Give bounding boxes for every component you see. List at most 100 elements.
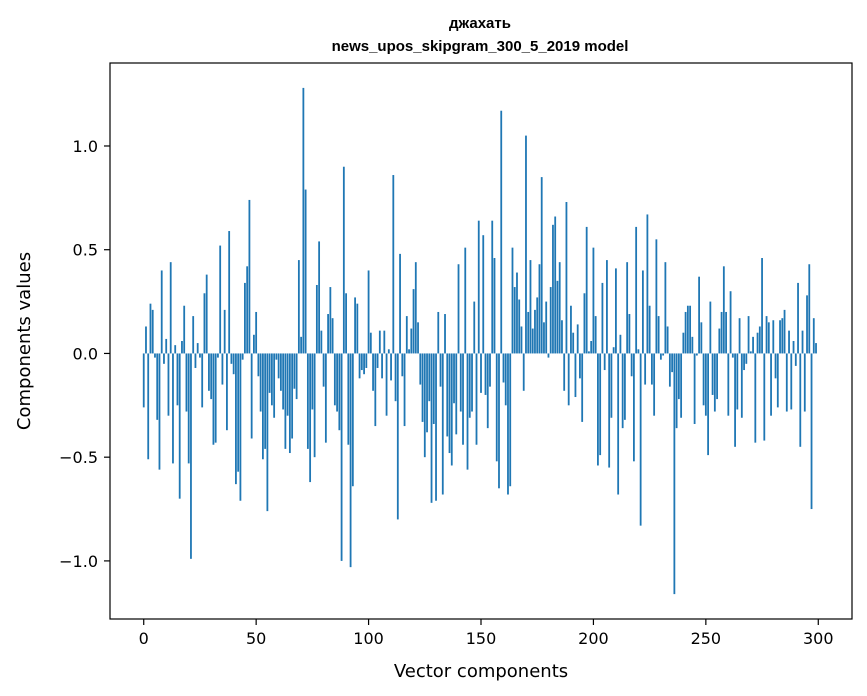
bar-82 bbox=[327, 314, 329, 354]
bar-18 bbox=[183, 305, 186, 354]
bar-9 bbox=[163, 353, 165, 364]
bar-254 bbox=[713, 353, 716, 412]
bar-197 bbox=[585, 226, 588, 354]
bar-263 bbox=[734, 353, 736, 447]
bar-228 bbox=[655, 239, 658, 354]
bar-140 bbox=[457, 264, 460, 354]
bar-1 bbox=[145, 326, 147, 354]
bar-255 bbox=[716, 353, 718, 400]
bar-99 bbox=[365, 353, 368, 368]
bar-179 bbox=[545, 301, 548, 354]
bar-278 bbox=[767, 322, 770, 354]
bar-212 bbox=[619, 334, 622, 354]
bar-250 bbox=[704, 353, 707, 416]
bar-161 bbox=[504, 353, 507, 406]
bar-74 bbox=[309, 353, 312, 483]
bar-232 bbox=[664, 262, 667, 354]
bar-277 bbox=[765, 316, 768, 354]
bar-124 bbox=[421, 353, 424, 422]
bar-241 bbox=[684, 311, 687, 354]
bar-81 bbox=[324, 353, 327, 443]
x-tick-label: 250 bbox=[691, 629, 722, 648]
bar-240 bbox=[682, 332, 685, 354]
x-tick-label: 50 bbox=[246, 629, 266, 648]
bar-224 bbox=[646, 214, 649, 354]
bar-273 bbox=[756, 332, 759, 354]
bar-121 bbox=[414, 262, 417, 354]
bar-153 bbox=[486, 353, 489, 429]
bar-31 bbox=[212, 353, 215, 445]
bar-288 bbox=[790, 353, 793, 410]
bar-33 bbox=[217, 353, 219, 358]
bar-102 bbox=[372, 353, 374, 391]
bar-72 bbox=[304, 189, 307, 354]
bar-244 bbox=[691, 336, 694, 354]
bar-27 bbox=[203, 293, 206, 354]
bar-57 bbox=[270, 353, 273, 406]
bar-59 bbox=[275, 353, 278, 360]
bar-180 bbox=[547, 353, 550, 358]
bar-227 bbox=[653, 353, 656, 416]
bar-176 bbox=[538, 264, 541, 354]
bar-205 bbox=[603, 353, 606, 371]
bar-112 bbox=[394, 353, 397, 402]
x-tick-label: 0 bbox=[139, 629, 149, 648]
bar-91 bbox=[347, 353, 350, 445]
bar-200 bbox=[592, 247, 595, 354]
bar-192 bbox=[574, 353, 577, 398]
bar-103 bbox=[374, 353, 377, 427]
bar-65 bbox=[288, 353, 291, 454]
y-tick-label: 1.0 bbox=[73, 137, 98, 156]
bar-130 bbox=[435, 353, 437, 501]
bar-141 bbox=[459, 353, 462, 412]
bar-50 bbox=[255, 311, 258, 354]
bar-262 bbox=[731, 353, 734, 358]
bar-44 bbox=[241, 353, 244, 360]
bar-11 bbox=[167, 353, 170, 416]
bar-169 bbox=[522, 353, 525, 391]
bar-185 bbox=[558, 262, 561, 354]
bar-62 bbox=[282, 353, 285, 410]
bar-37 bbox=[226, 353, 228, 431]
bar-274 bbox=[758, 326, 761, 354]
bar-85 bbox=[333, 353, 336, 406]
bar-126 bbox=[426, 353, 428, 433]
bar-266 bbox=[740, 353, 743, 418]
x-tick-label: 150 bbox=[466, 629, 497, 648]
bar-51 bbox=[257, 353, 260, 377]
bar-60 bbox=[277, 353, 280, 379]
bar-297 bbox=[810, 353, 813, 510]
bar-71 bbox=[302, 87, 305, 354]
bar-70 bbox=[300, 336, 303, 354]
bar-39 bbox=[230, 353, 233, 364]
bar-258 bbox=[722, 266, 725, 354]
bar-195 bbox=[581, 353, 584, 422]
bar-86 bbox=[336, 353, 338, 412]
bar-235 bbox=[671, 353, 674, 373]
bar-252 bbox=[709, 301, 712, 354]
bar-243 bbox=[689, 305, 692, 354]
bar-166 bbox=[516, 272, 518, 354]
bar-199 bbox=[590, 341, 593, 354]
bar-40 bbox=[232, 353, 235, 375]
bar-201 bbox=[594, 316, 597, 354]
bar-251 bbox=[707, 353, 709, 456]
bar-97 bbox=[360, 353, 363, 371]
bar-19 bbox=[185, 353, 188, 412]
bar-12 bbox=[169, 262, 172, 354]
bar-88 bbox=[340, 353, 343, 561]
bar-272 bbox=[754, 353, 757, 443]
bar-229 bbox=[657, 316, 660, 354]
bar-247 bbox=[698, 276, 700, 354]
bar-219 bbox=[635, 226, 638, 354]
bar-30 bbox=[210, 353, 213, 400]
bar-257 bbox=[720, 311, 723, 354]
plot-area bbox=[109, 62, 853, 620]
bar-0 bbox=[142, 353, 145, 408]
bar-136 bbox=[448, 353, 451, 454]
bar-286 bbox=[785, 353, 788, 412]
bar-87 bbox=[338, 353, 341, 431]
bar-75 bbox=[311, 353, 314, 410]
